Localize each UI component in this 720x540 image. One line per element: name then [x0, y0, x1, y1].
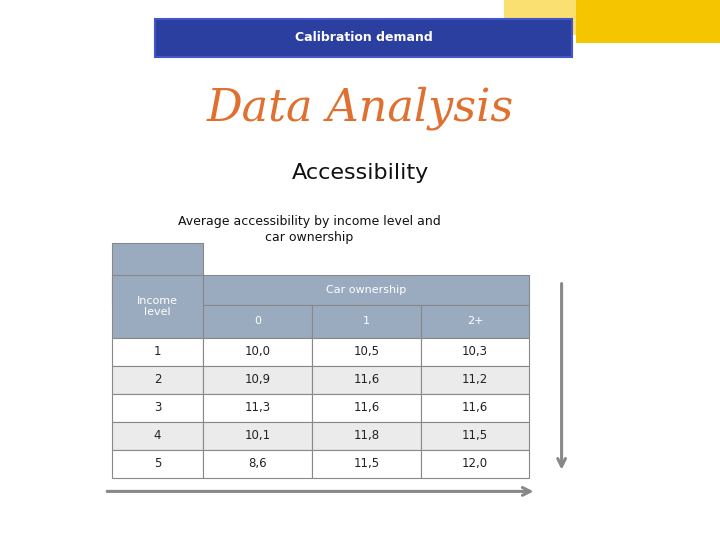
Bar — [204, 366, 312, 394]
Bar — [112, 450, 204, 478]
Text: 8,6: 8,6 — [248, 457, 267, 470]
Bar — [420, 394, 529, 422]
Bar — [204, 394, 312, 422]
Text: 11,5: 11,5 — [354, 457, 379, 470]
Text: 11,3: 11,3 — [245, 401, 271, 414]
Text: Accessibility: Accessibility — [292, 163, 428, 183]
Bar — [112, 366, 204, 394]
Bar — [204, 450, 312, 478]
Text: 3: 3 — [154, 401, 161, 414]
Text: 11,2: 11,2 — [462, 373, 488, 386]
Text: 2+: 2+ — [467, 316, 483, 326]
Text: 10,9: 10,9 — [245, 373, 271, 386]
Text: 2: 2 — [154, 373, 161, 386]
Bar — [312, 450, 420, 478]
Bar — [312, 338, 420, 366]
Bar — [312, 394, 420, 422]
Text: Car ownership: Car ownership — [326, 285, 407, 295]
Bar — [112, 422, 204, 450]
Text: 1: 1 — [154, 345, 161, 358]
Bar — [312, 305, 420, 338]
Bar — [112, 394, 204, 422]
Text: Calibration demand: Calibration demand — [294, 31, 433, 44]
Bar — [312, 422, 420, 450]
Bar — [576, 0, 720, 43]
Bar — [420, 422, 529, 450]
Bar — [420, 450, 529, 478]
Bar — [504, 0, 576, 35]
Text: Average accessibility by income level and
car ownership: Average accessibility by income level an… — [179, 215, 441, 244]
Text: 12,0: 12,0 — [462, 457, 488, 470]
Bar — [312, 366, 420, 394]
Bar — [204, 275, 529, 305]
Bar — [420, 338, 529, 366]
Text: 10,0: 10,0 — [245, 345, 271, 358]
Bar — [420, 305, 529, 338]
Text: Income
level: Income level — [137, 295, 178, 317]
Text: 1: 1 — [363, 316, 370, 326]
Text: 11,5: 11,5 — [462, 429, 488, 442]
Text: 5: 5 — [154, 457, 161, 470]
Text: 11,8: 11,8 — [354, 429, 379, 442]
Text: 10,3: 10,3 — [462, 345, 488, 358]
Bar — [155, 19, 572, 57]
Text: 11,6: 11,6 — [462, 401, 488, 414]
Text: 10,5: 10,5 — [354, 345, 379, 358]
Bar — [112, 243, 204, 305]
Text: 4: 4 — [154, 429, 161, 442]
Bar — [204, 305, 312, 338]
Bar — [204, 338, 312, 366]
Bar — [204, 422, 312, 450]
Text: 10,1: 10,1 — [245, 429, 271, 442]
Text: 11,6: 11,6 — [354, 401, 379, 414]
Bar — [112, 338, 204, 366]
Text: 0: 0 — [254, 316, 261, 326]
Text: 11,6: 11,6 — [354, 373, 379, 386]
Text: Data Analysis: Data Analysis — [207, 86, 513, 130]
Bar — [420, 366, 529, 394]
Bar — [112, 275, 204, 338]
